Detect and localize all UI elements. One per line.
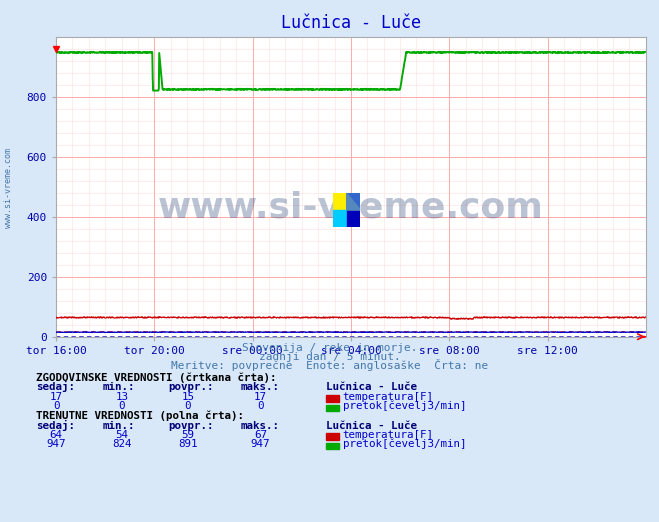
Text: 54: 54: [115, 430, 129, 440]
Text: maks.:: maks.:: [241, 421, 279, 431]
Text: Lučnica - Luče: Lučnica - Luče: [326, 383, 417, 393]
Text: 0: 0: [185, 401, 191, 411]
Text: temperatura[F]: temperatura[F]: [343, 430, 434, 440]
Text: pretok[čevelj3/min]: pretok[čevelj3/min]: [343, 401, 466, 411]
Polygon shape: [347, 193, 360, 210]
Text: www.si-vreme.com: www.si-vreme.com: [158, 191, 544, 224]
Text: pretok[čevelj3/min]: pretok[čevelj3/min]: [343, 439, 466, 449]
Text: 0: 0: [257, 401, 264, 411]
Text: Slovenija / reke in morje.: Slovenija / reke in morje.: [242, 343, 417, 353]
Text: sedaj:: sedaj:: [36, 420, 75, 431]
Bar: [347, 210, 360, 227]
Text: min.:: min.:: [102, 421, 134, 431]
Title: Lučnica - Luče: Lučnica - Luče: [281, 14, 421, 32]
Text: povpr.:: povpr.:: [168, 383, 214, 393]
Text: 59: 59: [181, 430, 194, 440]
Text: 824: 824: [112, 440, 132, 449]
Text: 64: 64: [49, 430, 63, 440]
Text: maks.:: maks.:: [241, 383, 279, 393]
Text: 947: 947: [250, 440, 270, 449]
Text: povpr.:: povpr.:: [168, 421, 214, 431]
Text: min.:: min.:: [102, 383, 134, 393]
Text: 0: 0: [119, 401, 125, 411]
Text: 0: 0: [53, 401, 59, 411]
Text: TRENUTNE VREDNOSTI (polna črta):: TRENUTNE VREDNOSTI (polna črta):: [36, 411, 244, 421]
Text: Lučnica - Luče: Lučnica - Luče: [326, 421, 417, 431]
Text: 15: 15: [181, 392, 194, 402]
Text: temperatura[F]: temperatura[F]: [343, 392, 434, 402]
Text: 13: 13: [115, 392, 129, 402]
Text: www.si-vreme.com: www.si-vreme.com: [4, 148, 13, 228]
Text: ZGODOVINSKE VREDNOSTI (črtkana črta):: ZGODOVINSKE VREDNOSTI (črtkana črta):: [36, 373, 277, 383]
Text: 947: 947: [46, 440, 66, 449]
Bar: [333, 193, 347, 210]
Text: 17: 17: [254, 392, 267, 402]
Text: 67: 67: [254, 430, 267, 440]
Text: sedaj:: sedaj:: [36, 382, 75, 393]
Text: 891: 891: [178, 440, 198, 449]
Polygon shape: [347, 193, 360, 210]
Text: Meritve: povprečne  Enote: anglosaške  Črta: ne: Meritve: povprečne Enote: anglosaške Črt…: [171, 359, 488, 371]
Bar: [333, 210, 347, 227]
Text: 17: 17: [49, 392, 63, 402]
Text: zadnji dan / 5 minut.: zadnji dan / 5 minut.: [258, 352, 401, 362]
